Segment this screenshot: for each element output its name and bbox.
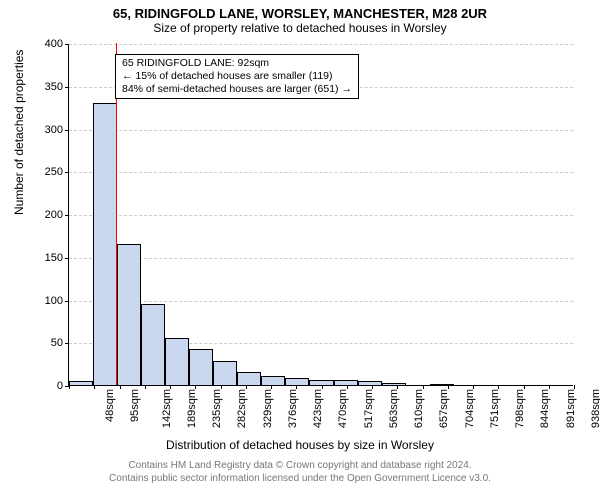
histogram-bar xyxy=(334,380,358,385)
grid-line xyxy=(69,215,573,216)
x-tick-label: 329sqm xyxy=(262,389,274,428)
x-tick-mark xyxy=(120,385,121,389)
grid-line xyxy=(69,130,573,131)
x-axis-label: Distribution of detached houses by size … xyxy=(0,438,600,452)
title-sub: Size of property relative to detached ho… xyxy=(0,21,600,39)
footer-attribution: Contains HM Land Registry data © Crown c… xyxy=(0,460,600,485)
x-tick-label: 48sqm xyxy=(104,389,116,422)
x-tick-mark xyxy=(271,385,272,389)
grid-line xyxy=(69,301,573,302)
grid-line xyxy=(69,258,573,259)
histogram-bar xyxy=(69,381,93,385)
x-tick-mark xyxy=(145,385,146,389)
y-tick-label: 250 xyxy=(45,166,69,178)
histogram-bar xyxy=(382,383,406,385)
x-tick-label: 938sqm xyxy=(590,389,600,428)
chart-container: 65, RIDINGFOLD LANE, WORSLEY, MANCHESTER… xyxy=(0,0,600,500)
x-tick-label: 95sqm xyxy=(129,389,141,422)
x-tick-label: 142sqm xyxy=(161,389,173,428)
histogram-bar xyxy=(213,361,237,385)
histogram-bar xyxy=(117,244,141,385)
x-tick-mark xyxy=(549,385,550,389)
histogram-bar xyxy=(285,378,309,385)
x-tick-label: 751sqm xyxy=(489,389,501,428)
histogram-bar xyxy=(189,349,213,385)
histogram-bar xyxy=(93,103,117,385)
histogram-bar xyxy=(261,376,285,385)
plot-area: 05010015020025030035040048sqm95sqm142sqm… xyxy=(68,44,573,386)
x-tick-label: 423sqm xyxy=(312,389,324,428)
y-tick-label: 200 xyxy=(45,209,69,221)
y-tick-label: 350 xyxy=(45,81,69,93)
x-tick-label: 704sqm xyxy=(464,389,476,428)
x-tick-label: 657sqm xyxy=(438,389,450,428)
x-tick-mark xyxy=(296,385,297,389)
histogram-bar xyxy=(358,381,382,385)
x-tick-mark xyxy=(498,385,499,389)
x-tick-mark xyxy=(322,385,323,389)
x-tick-mark xyxy=(195,385,196,389)
x-tick-label: 798sqm xyxy=(514,389,526,428)
grid-line xyxy=(69,172,573,173)
y-axis-label: Number of detached properties xyxy=(12,50,26,215)
x-tick-mark xyxy=(574,385,575,389)
y-tick-label: 50 xyxy=(51,337,69,349)
x-tick-label: 844sqm xyxy=(539,389,551,428)
y-tick-label: 150 xyxy=(45,252,69,264)
annotation-line-2: ← 15% of detached houses are smaller (11… xyxy=(122,70,352,83)
x-tick-mark xyxy=(473,385,474,389)
x-tick-label: 376sqm xyxy=(287,389,299,428)
x-tick-mark xyxy=(221,385,222,389)
annotation-box: 65 RIDINGFOLD LANE: 92sqm ← 15% of detac… xyxy=(115,54,359,99)
x-tick-label: 517sqm xyxy=(363,389,375,428)
x-tick-mark xyxy=(170,385,171,389)
y-tick-label: 0 xyxy=(57,380,69,392)
y-tick-label: 400 xyxy=(45,38,69,50)
x-tick-mark xyxy=(246,385,247,389)
histogram-bar xyxy=(165,338,189,385)
x-tick-label: 235sqm xyxy=(211,389,223,428)
x-tick-label: 610sqm xyxy=(413,389,425,428)
x-tick-mark xyxy=(94,385,95,389)
annotation-line-1: 65 RIDINGFOLD LANE: 92sqm xyxy=(122,57,352,70)
x-tick-mark xyxy=(372,385,373,389)
histogram-bar xyxy=(237,372,261,385)
x-tick-mark xyxy=(69,385,70,389)
title-main: 65, RIDINGFOLD LANE, WORSLEY, MANCHESTER… xyxy=(0,0,600,21)
grid-line xyxy=(69,44,573,45)
y-tick-label: 100 xyxy=(45,295,69,307)
x-tick-mark xyxy=(347,385,348,389)
histogram-bar xyxy=(141,304,165,385)
x-tick-mark xyxy=(397,385,398,389)
x-tick-label: 470sqm xyxy=(337,389,349,428)
annotation-line-3: 84% of semi-detached houses are larger (… xyxy=(122,83,352,96)
x-tick-label: 891sqm xyxy=(565,389,577,428)
x-tick-label: 189sqm xyxy=(186,389,198,428)
histogram-bar xyxy=(430,384,454,385)
x-tick-label: 563sqm xyxy=(388,389,400,428)
x-tick-mark xyxy=(524,385,525,389)
x-tick-mark xyxy=(448,385,449,389)
x-tick-label: 282sqm xyxy=(236,389,248,428)
footer-line-1: Contains HM Land Registry data © Crown c… xyxy=(0,460,600,473)
y-tick-label: 300 xyxy=(45,124,69,136)
footer-line-2: Contains public sector information licen… xyxy=(0,473,600,486)
x-tick-mark xyxy=(423,385,424,389)
